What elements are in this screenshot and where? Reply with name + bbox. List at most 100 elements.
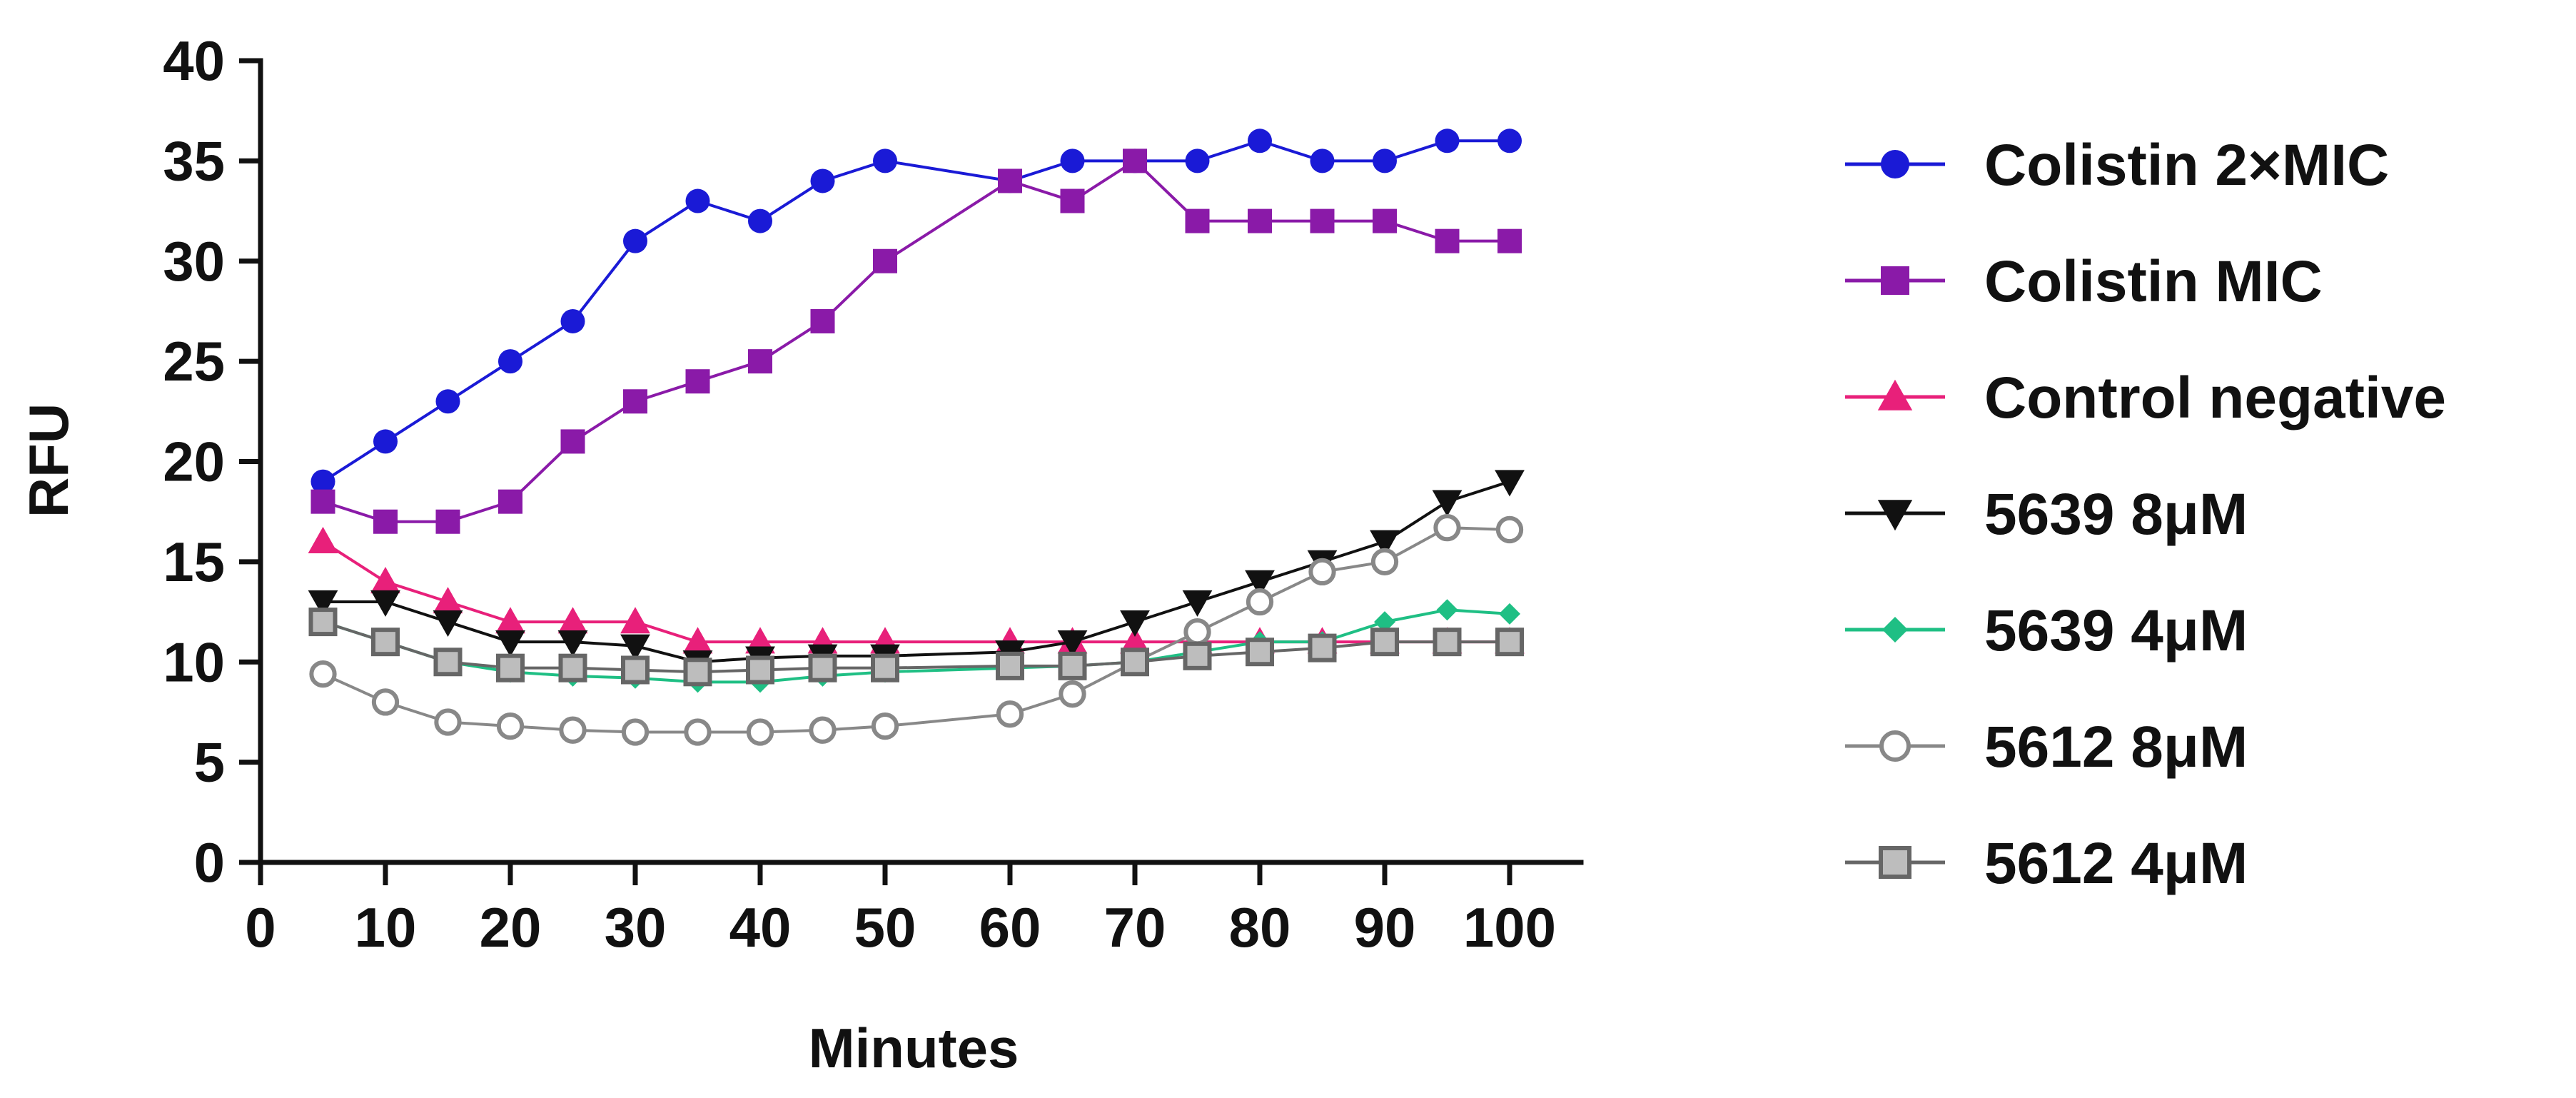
data-point bbox=[1183, 618, 1211, 646]
x-tick-label: 50 bbox=[854, 896, 916, 959]
data-point bbox=[1248, 129, 1272, 153]
data-point bbox=[1058, 651, 1087, 680]
data-point bbox=[309, 660, 337, 688]
data-point bbox=[1308, 633, 1337, 663]
data-point bbox=[560, 429, 585, 454]
data-point bbox=[871, 712, 899, 740]
data-point bbox=[1246, 638, 1274, 667]
data-point bbox=[433, 587, 463, 614]
data-point bbox=[1059, 680, 1086, 708]
data-point bbox=[495, 607, 525, 634]
data-point bbox=[682, 627, 713, 654]
data-point bbox=[748, 208, 772, 233]
legend-marker bbox=[1881, 266, 1909, 295]
data-point bbox=[808, 653, 837, 683]
data-point bbox=[1435, 228, 1460, 253]
legend-marker bbox=[1879, 730, 1911, 762]
x-tick-label: 10 bbox=[355, 896, 417, 959]
data-point bbox=[1310, 208, 1335, 233]
data-point bbox=[1433, 513, 1461, 542]
data-point bbox=[996, 651, 1024, 680]
legend-label: Control negative bbox=[1984, 366, 2446, 430]
data-point bbox=[1120, 610, 1150, 637]
x-tick-label: 100 bbox=[1463, 896, 1556, 959]
data-point bbox=[496, 653, 525, 683]
data-point bbox=[684, 718, 712, 746]
data-point bbox=[1370, 628, 1399, 657]
data-point bbox=[557, 630, 588, 658]
y-tick-label: 35 bbox=[163, 129, 225, 192]
data-point bbox=[1370, 548, 1399, 576]
series-line bbox=[322, 139, 1510, 483]
legend-item: 5612 4μM bbox=[1845, 831, 2248, 896]
x-tick-label: 20 bbox=[480, 896, 542, 959]
legend-item: 5612 8μM bbox=[1845, 715, 2248, 780]
data-point bbox=[623, 389, 647, 414]
data-point bbox=[371, 628, 400, 657]
legend-item: 5639 4μM bbox=[1845, 598, 2248, 663]
legend-marker bbox=[1877, 500, 1913, 531]
data-point bbox=[1185, 208, 1210, 233]
data-point bbox=[620, 607, 650, 634]
series-6 bbox=[309, 513, 1524, 746]
data-point bbox=[1060, 148, 1085, 173]
y-tick-label: 15 bbox=[163, 530, 225, 593]
legend-label: Colistin 2×MIC bbox=[1984, 133, 2389, 198]
data-point bbox=[495, 630, 525, 658]
data-point bbox=[373, 509, 398, 534]
data-point bbox=[1374, 611, 1395, 633]
data-point bbox=[308, 590, 338, 617]
data-point bbox=[683, 658, 712, 687]
y-tick-label: 40 bbox=[163, 29, 225, 92]
data-point bbox=[433, 610, 463, 637]
legend-item: Control negative bbox=[1845, 366, 2446, 430]
legend-marker bbox=[1877, 379, 1913, 411]
data-point bbox=[1373, 148, 1397, 173]
data-point bbox=[998, 168, 1022, 193]
y-ticks: 0 5 10 15 20 25 30 35 40 bbox=[163, 29, 261, 894]
data-point bbox=[558, 653, 587, 683]
data-point bbox=[685, 188, 710, 213]
legend: Colistin 2×MIC Colistin MIC Control negati… bbox=[1845, 133, 2446, 896]
x-tick-label: 70 bbox=[1104, 896, 1166, 959]
legend-item: Colistin MIC bbox=[1845, 249, 2323, 314]
data-point bbox=[1183, 641, 1212, 670]
data-point bbox=[871, 653, 899, 683]
legend-marker bbox=[1879, 846, 1911, 879]
x-axis-title: Minutes bbox=[809, 1017, 1019, 1079]
data-point bbox=[1246, 588, 1274, 616]
legend-label: 5639 4μM bbox=[1984, 598, 2248, 663]
legend-label: 5612 8μM bbox=[1984, 715, 2248, 780]
data-point bbox=[435, 509, 460, 534]
data-point bbox=[433, 648, 463, 677]
data-point bbox=[621, 718, 650, 746]
data-point bbox=[1185, 148, 1210, 173]
data-point bbox=[873, 148, 897, 173]
data-point bbox=[809, 716, 837, 744]
data-point bbox=[370, 590, 400, 617]
data-point bbox=[620, 634, 650, 661]
data-point bbox=[996, 700, 1024, 728]
data-point bbox=[1433, 628, 1462, 657]
data-point bbox=[1436, 599, 1458, 621]
data-point bbox=[310, 489, 335, 514]
series-1 bbox=[310, 129, 1522, 494]
series-7 bbox=[308, 608, 1524, 687]
data-point bbox=[1120, 627, 1150, 654]
data-point bbox=[1432, 490, 1463, 517]
data-point bbox=[810, 308, 835, 333]
y-tick-label: 25 bbox=[163, 330, 225, 393]
data-point bbox=[557, 607, 588, 634]
x-tick-label: 0 bbox=[245, 896, 276, 959]
y-tick-label: 5 bbox=[194, 731, 225, 794]
data-point bbox=[310, 469, 335, 494]
legend-label: 5612 4μM bbox=[1984, 831, 2248, 896]
x-tick-label: 80 bbox=[1229, 896, 1291, 959]
data-point bbox=[496, 712, 525, 740]
data-point bbox=[308, 526, 338, 553]
data-point bbox=[746, 718, 774, 746]
data-point bbox=[498, 349, 522, 374]
data-point bbox=[373, 429, 398, 454]
data-point bbox=[308, 608, 338, 637]
legend-item: Colistin 2×MIC bbox=[1845, 133, 2389, 198]
